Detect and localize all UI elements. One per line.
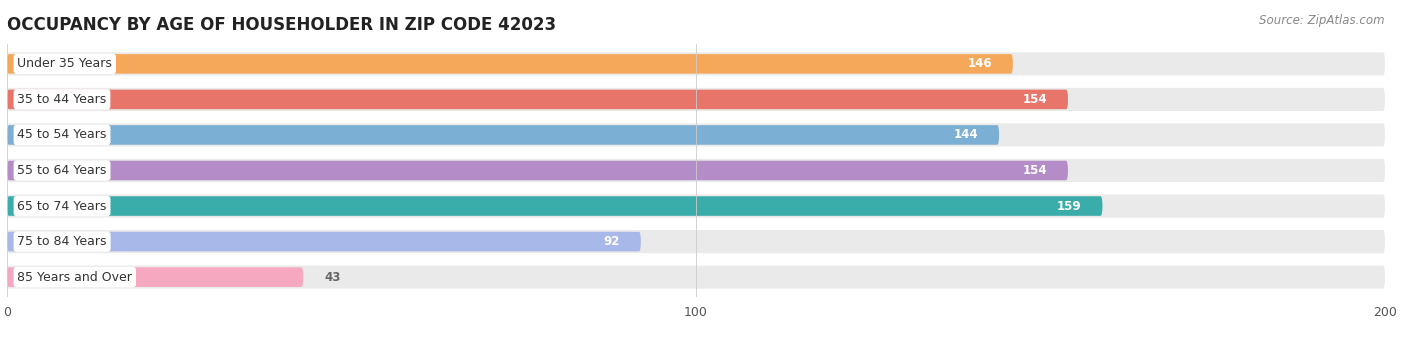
FancyBboxPatch shape	[7, 123, 1385, 147]
FancyBboxPatch shape	[7, 125, 1000, 145]
Text: Under 35 Years: Under 35 Years	[17, 57, 112, 70]
Text: Source: ZipAtlas.com: Source: ZipAtlas.com	[1260, 14, 1385, 27]
Text: 35 to 44 Years: 35 to 44 Years	[17, 93, 107, 106]
FancyBboxPatch shape	[7, 267, 304, 287]
Text: 154: 154	[1022, 93, 1047, 106]
Text: 85 Years and Over: 85 Years and Over	[17, 271, 132, 284]
Text: 45 to 54 Years: 45 to 54 Years	[17, 129, 107, 142]
Text: 75 to 84 Years: 75 to 84 Years	[17, 235, 107, 248]
FancyBboxPatch shape	[7, 232, 641, 251]
Text: 92: 92	[603, 235, 620, 248]
FancyBboxPatch shape	[7, 88, 1385, 111]
Text: 55 to 64 Years: 55 to 64 Years	[17, 164, 107, 177]
Text: 146: 146	[967, 57, 993, 70]
Text: 159: 159	[1057, 199, 1081, 212]
Text: 65 to 74 Years: 65 to 74 Years	[17, 199, 107, 212]
FancyBboxPatch shape	[7, 194, 1385, 218]
FancyBboxPatch shape	[7, 230, 1385, 253]
FancyBboxPatch shape	[7, 161, 1069, 180]
Text: 144: 144	[953, 129, 979, 142]
FancyBboxPatch shape	[7, 52, 1385, 75]
FancyBboxPatch shape	[7, 266, 1385, 289]
FancyBboxPatch shape	[7, 159, 1385, 182]
FancyBboxPatch shape	[7, 54, 1012, 74]
FancyBboxPatch shape	[7, 196, 1102, 216]
Text: OCCUPANCY BY AGE OF HOUSEHOLDER IN ZIP CODE 42023: OCCUPANCY BY AGE OF HOUSEHOLDER IN ZIP C…	[7, 16, 557, 34]
FancyBboxPatch shape	[7, 90, 1069, 109]
Text: 43: 43	[323, 271, 340, 284]
Text: 154: 154	[1022, 164, 1047, 177]
